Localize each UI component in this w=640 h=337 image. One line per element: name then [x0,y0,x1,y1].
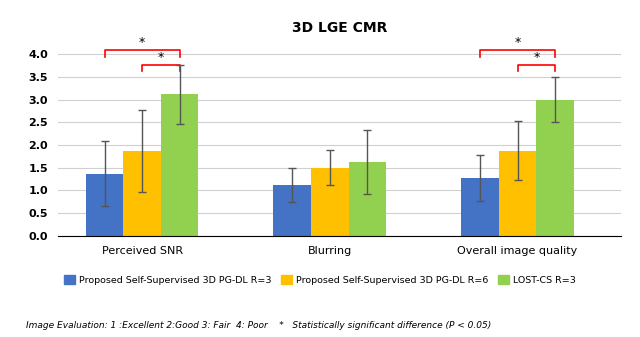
Text: *: * [139,36,145,49]
Bar [273,185,311,236]
Bar [311,168,349,236]
Bar [461,178,499,236]
Bar [536,99,574,236]
Text: *: * [533,51,540,64]
Bar [499,151,536,236]
Bar [349,162,386,236]
Legend: Proposed Self-Supervised 3D PG-DL R=3, Proposed Self-Supervised 3D PG-DL R=6, LO: Proposed Self-Supervised 3D PG-DL R=3, P… [60,271,580,288]
Title: 3D LGE CMR: 3D LGE CMR [291,21,387,35]
Text: *: * [515,36,521,49]
Text: Image Evaluation: 1 :Excellent 2:Good 3: Fair  4: Poor    *   Statistically sign: Image Evaluation: 1 :Excellent 2:Good 3:… [26,321,491,330]
Bar [124,151,161,236]
Text: *: * [157,51,164,64]
Bar [86,174,124,236]
Bar [161,94,198,236]
